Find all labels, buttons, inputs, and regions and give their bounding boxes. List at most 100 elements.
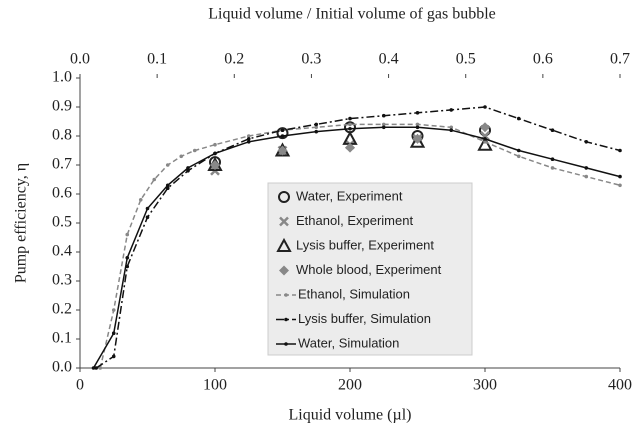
marker: [381, 125, 386, 130]
marker: [284, 317, 288, 322]
x-tick-label: 200: [338, 377, 362, 394]
marker: [314, 122, 319, 127]
marker: [213, 151, 217, 156]
marker: [152, 177, 157, 182]
x2-tick-label: 0.1: [147, 51, 167, 68]
marker: [145, 206, 150, 211]
marker: [412, 133, 423, 144]
marker: [210, 160, 220, 170]
legend-label: Water, Experiment: [296, 188, 403, 203]
marker: [138, 198, 143, 202]
marker: [618, 174, 622, 179]
y-tick-label: 0.4: [52, 243, 72, 260]
legend-box: [267, 182, 473, 356]
marker: [381, 122, 386, 127]
marker: [584, 174, 589, 179]
marker: [91, 366, 96, 370]
marker: [94, 366, 98, 370]
legend-label: Ethanol, Experiment: [296, 213, 413, 228]
marker: [278, 191, 290, 203]
marker: [276, 237, 292, 252]
marker: [280, 134, 285, 138]
marker: [192, 148, 197, 153]
marker: [279, 216, 289, 227]
marker: [348, 122, 352, 127]
x-tick-label: 400: [608, 377, 632, 394]
x2-tick-label: 0.0: [70, 51, 90, 68]
y-tick-label: 0.7: [52, 156, 72, 173]
marker: [477, 136, 493, 151]
marker: [409, 133, 426, 148]
marker: [584, 140, 589, 144]
marker: [550, 128, 555, 132]
marker: [584, 166, 589, 170]
marker: [111, 308, 116, 312]
x2-tick-label: 0.6: [533, 51, 553, 68]
legend: Water, Experiment Ethanol, Experiment Lysi…: [267, 182, 473, 356]
marker: [165, 183, 170, 188]
marker: [550, 166, 555, 170]
marker: [618, 183, 622, 188]
marker: [284, 293, 288, 297]
marker: [280, 128, 285, 132]
y-tick-label: 0.6: [52, 185, 72, 202]
marker: [483, 105, 487, 109]
marker: [145, 215, 150, 219]
marker: [98, 366, 103, 370]
marker: [284, 342, 288, 346]
marker: [480, 122, 490, 133]
x2-tick-label: 0.7: [610, 51, 630, 68]
marker: [415, 111, 420, 115]
marker: [516, 154, 521, 159]
y-tick-label: 0.2: [52, 301, 72, 318]
marker: [381, 113, 386, 118]
marker: [516, 116, 521, 121]
marker: [449, 125, 454, 130]
marker: [246, 137, 251, 141]
x2-axis-label: Liquid volume / Initial volume of gas bu…: [208, 6, 496, 23]
marker: [186, 166, 190, 170]
marker: [246, 134, 251, 138]
x2-tick-label: 0.5: [456, 51, 476, 68]
y-tick-label: 0.9: [52, 98, 72, 115]
y-tick-label: 1.0: [52, 69, 72, 86]
legend-label: Lysis buffer, Experiment: [296, 237, 434, 252]
x2-tick-label: 0.3: [301, 51, 321, 68]
marker: [516, 148, 521, 153]
marker: [314, 129, 319, 134]
x-tick-label: 100: [203, 377, 227, 394]
marker: [246, 140, 251, 144]
legend-label: Water, Simulation: [298, 335, 399, 350]
marker: [213, 142, 217, 147]
marker: [415, 122, 420, 127]
marker: [125, 255, 130, 260]
y-tick-label: 0.1: [52, 330, 72, 347]
legend-label: Whole blood, Experiment: [296, 262, 442, 277]
y-axis-label: Pump efficiency, η: [13, 163, 30, 283]
marker: [276, 127, 289, 140]
marker: [550, 157, 555, 161]
x-axis-label: Liquid volume (µl): [289, 407, 412, 424]
marker: [449, 128, 454, 132]
marker: [449, 108, 454, 112]
marker: [618, 148, 622, 153]
marker: [342, 130, 358, 145]
marker: [483, 140, 487, 144]
x-tick-label: 0: [76, 377, 84, 394]
legend-label: Ethanol, Simulation: [298, 286, 410, 301]
marker: [186, 169, 190, 173]
marker: [348, 116, 352, 121]
marker: [345, 142, 355, 153]
marker: [111, 354, 116, 359]
x2-tick-label: 0.2: [224, 51, 244, 68]
marker: [314, 125, 319, 130]
marker: [348, 126, 352, 131]
marker: [179, 154, 184, 159]
y-tick-label: 0.0: [52, 359, 72, 376]
marker: [165, 163, 170, 167]
y-tick-label: 0.8: [52, 127, 72, 144]
x2-tick-label: 0.4: [379, 51, 399, 68]
y-tick-label: 0.5: [52, 214, 72, 231]
legend-label: Lysis buffer, Simulation: [298, 311, 431, 326]
